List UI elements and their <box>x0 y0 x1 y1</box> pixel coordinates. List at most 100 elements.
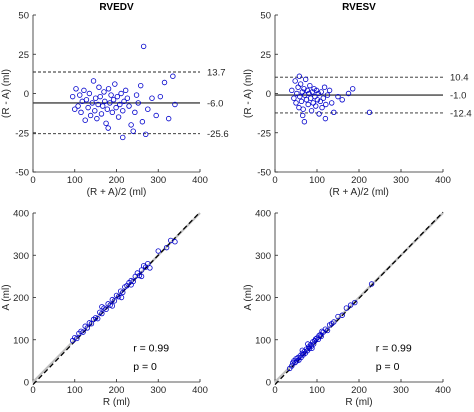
y-tick-label: 50 <box>260 11 271 22</box>
data-point <box>145 106 151 112</box>
data-point <box>118 90 124 97</box>
data-point <box>309 345 315 351</box>
data-point <box>300 112 306 119</box>
data-point <box>289 87 295 94</box>
data-point <box>143 131 149 138</box>
data-point <box>139 119 146 125</box>
correlation-r-label: r = 0.99 <box>133 343 169 355</box>
data-point <box>304 87 311 94</box>
data-point <box>147 265 153 271</box>
data-point <box>92 108 98 114</box>
data-point <box>95 315 101 322</box>
data-point <box>78 109 84 116</box>
data-point <box>107 100 113 106</box>
x-tick-label: 400 <box>192 175 208 186</box>
y-tick-label: 0 <box>24 378 29 389</box>
data-point <box>149 95 155 101</box>
x-tick-label: 100 <box>67 385 83 396</box>
data-point <box>84 325 90 331</box>
data-point <box>320 95 326 101</box>
data-point <box>293 100 299 106</box>
x-tick-label: 300 <box>150 175 166 186</box>
y-axis-label: (R - A) (ml) <box>1 69 12 118</box>
x-tick-label: 300 <box>393 175 409 186</box>
x-axis-label: (R + A)/2 (ml) <box>87 187 147 198</box>
y-tick-label: -25 <box>15 128 29 139</box>
data-point <box>329 100 335 106</box>
y-tick-label: 0 <box>24 89 29 100</box>
axes-frame <box>32 15 200 173</box>
correlation-p-label: p = 0 <box>133 361 157 373</box>
y-tick-label: -50 <box>257 168 271 179</box>
x-axis-label: R (ml) <box>103 397 130 408</box>
data-point <box>73 86 79 92</box>
data-point <box>170 73 176 79</box>
data-point <box>135 100 141 106</box>
data-point <box>321 84 328 90</box>
data-point <box>310 100 316 106</box>
y-tick-label: 50 <box>18 11 29 22</box>
data-point <box>115 114 122 120</box>
data-point <box>366 109 373 116</box>
data-point <box>117 101 123 108</box>
y-tick-label: 400 <box>255 209 271 220</box>
data-point <box>101 89 107 95</box>
data-point <box>297 93 303 100</box>
data-point <box>324 92 331 98</box>
data-point <box>317 98 324 105</box>
data-point <box>95 101 101 108</box>
data-point <box>326 87 333 94</box>
data-point <box>314 97 321 103</box>
x-tick-label: 200 <box>351 385 367 396</box>
data-point <box>165 115 172 122</box>
y-tick-label: 25 <box>18 50 29 61</box>
y-tick-label: 0 <box>266 89 271 100</box>
x-tick-label: 300 <box>393 385 409 396</box>
reference-line-label: 10.4 <box>450 73 469 84</box>
chart-title: RVEDV <box>99 2 134 13</box>
y-axis-label: A (ml) <box>1 284 12 310</box>
data-point <box>313 103 319 109</box>
data-point <box>69 93 76 100</box>
data-point <box>113 104 119 111</box>
data-point <box>96 84 102 90</box>
correlation-r-label: r = 0.99 <box>376 343 412 355</box>
data-point <box>335 93 341 100</box>
y-tick-label: -50 <box>15 168 29 179</box>
data-point <box>163 244 170 251</box>
data-point <box>313 336 319 342</box>
data-point <box>77 92 83 98</box>
data-point <box>100 103 106 109</box>
data-point <box>103 120 109 127</box>
data-point <box>90 78 97 84</box>
data-point <box>82 117 88 123</box>
data-point <box>305 341 311 347</box>
data-point <box>157 93 164 100</box>
data-point <box>110 97 117 103</box>
data-point <box>81 87 87 94</box>
data-point <box>94 115 100 122</box>
x-axis-label: R (ml) <box>345 397 372 408</box>
x-tick-label: 0 <box>30 385 35 396</box>
data-point <box>72 106 78 112</box>
data-point <box>172 239 178 245</box>
data-point <box>294 90 300 97</box>
data-point <box>295 84 301 90</box>
data-point <box>368 281 375 287</box>
data-point <box>140 43 147 50</box>
data-point <box>343 305 350 311</box>
data-point <box>87 112 94 119</box>
data-point <box>89 100 95 106</box>
data-point <box>109 109 116 116</box>
data-point <box>307 82 313 89</box>
data-point <box>315 336 321 343</box>
data-point <box>308 108 315 114</box>
data-point <box>115 293 122 300</box>
y-tick-label: 300 <box>13 251 29 262</box>
data-point <box>299 347 305 354</box>
data-point <box>300 106 306 112</box>
y-tick-label: 300 <box>255 251 271 262</box>
data-point <box>112 81 118 87</box>
rvedv-bland-altman-panel: 0 100 200 300 400 -50 -25 0 25 50 (R + A)/2 (ml) (R… <box>1 2 229 198</box>
